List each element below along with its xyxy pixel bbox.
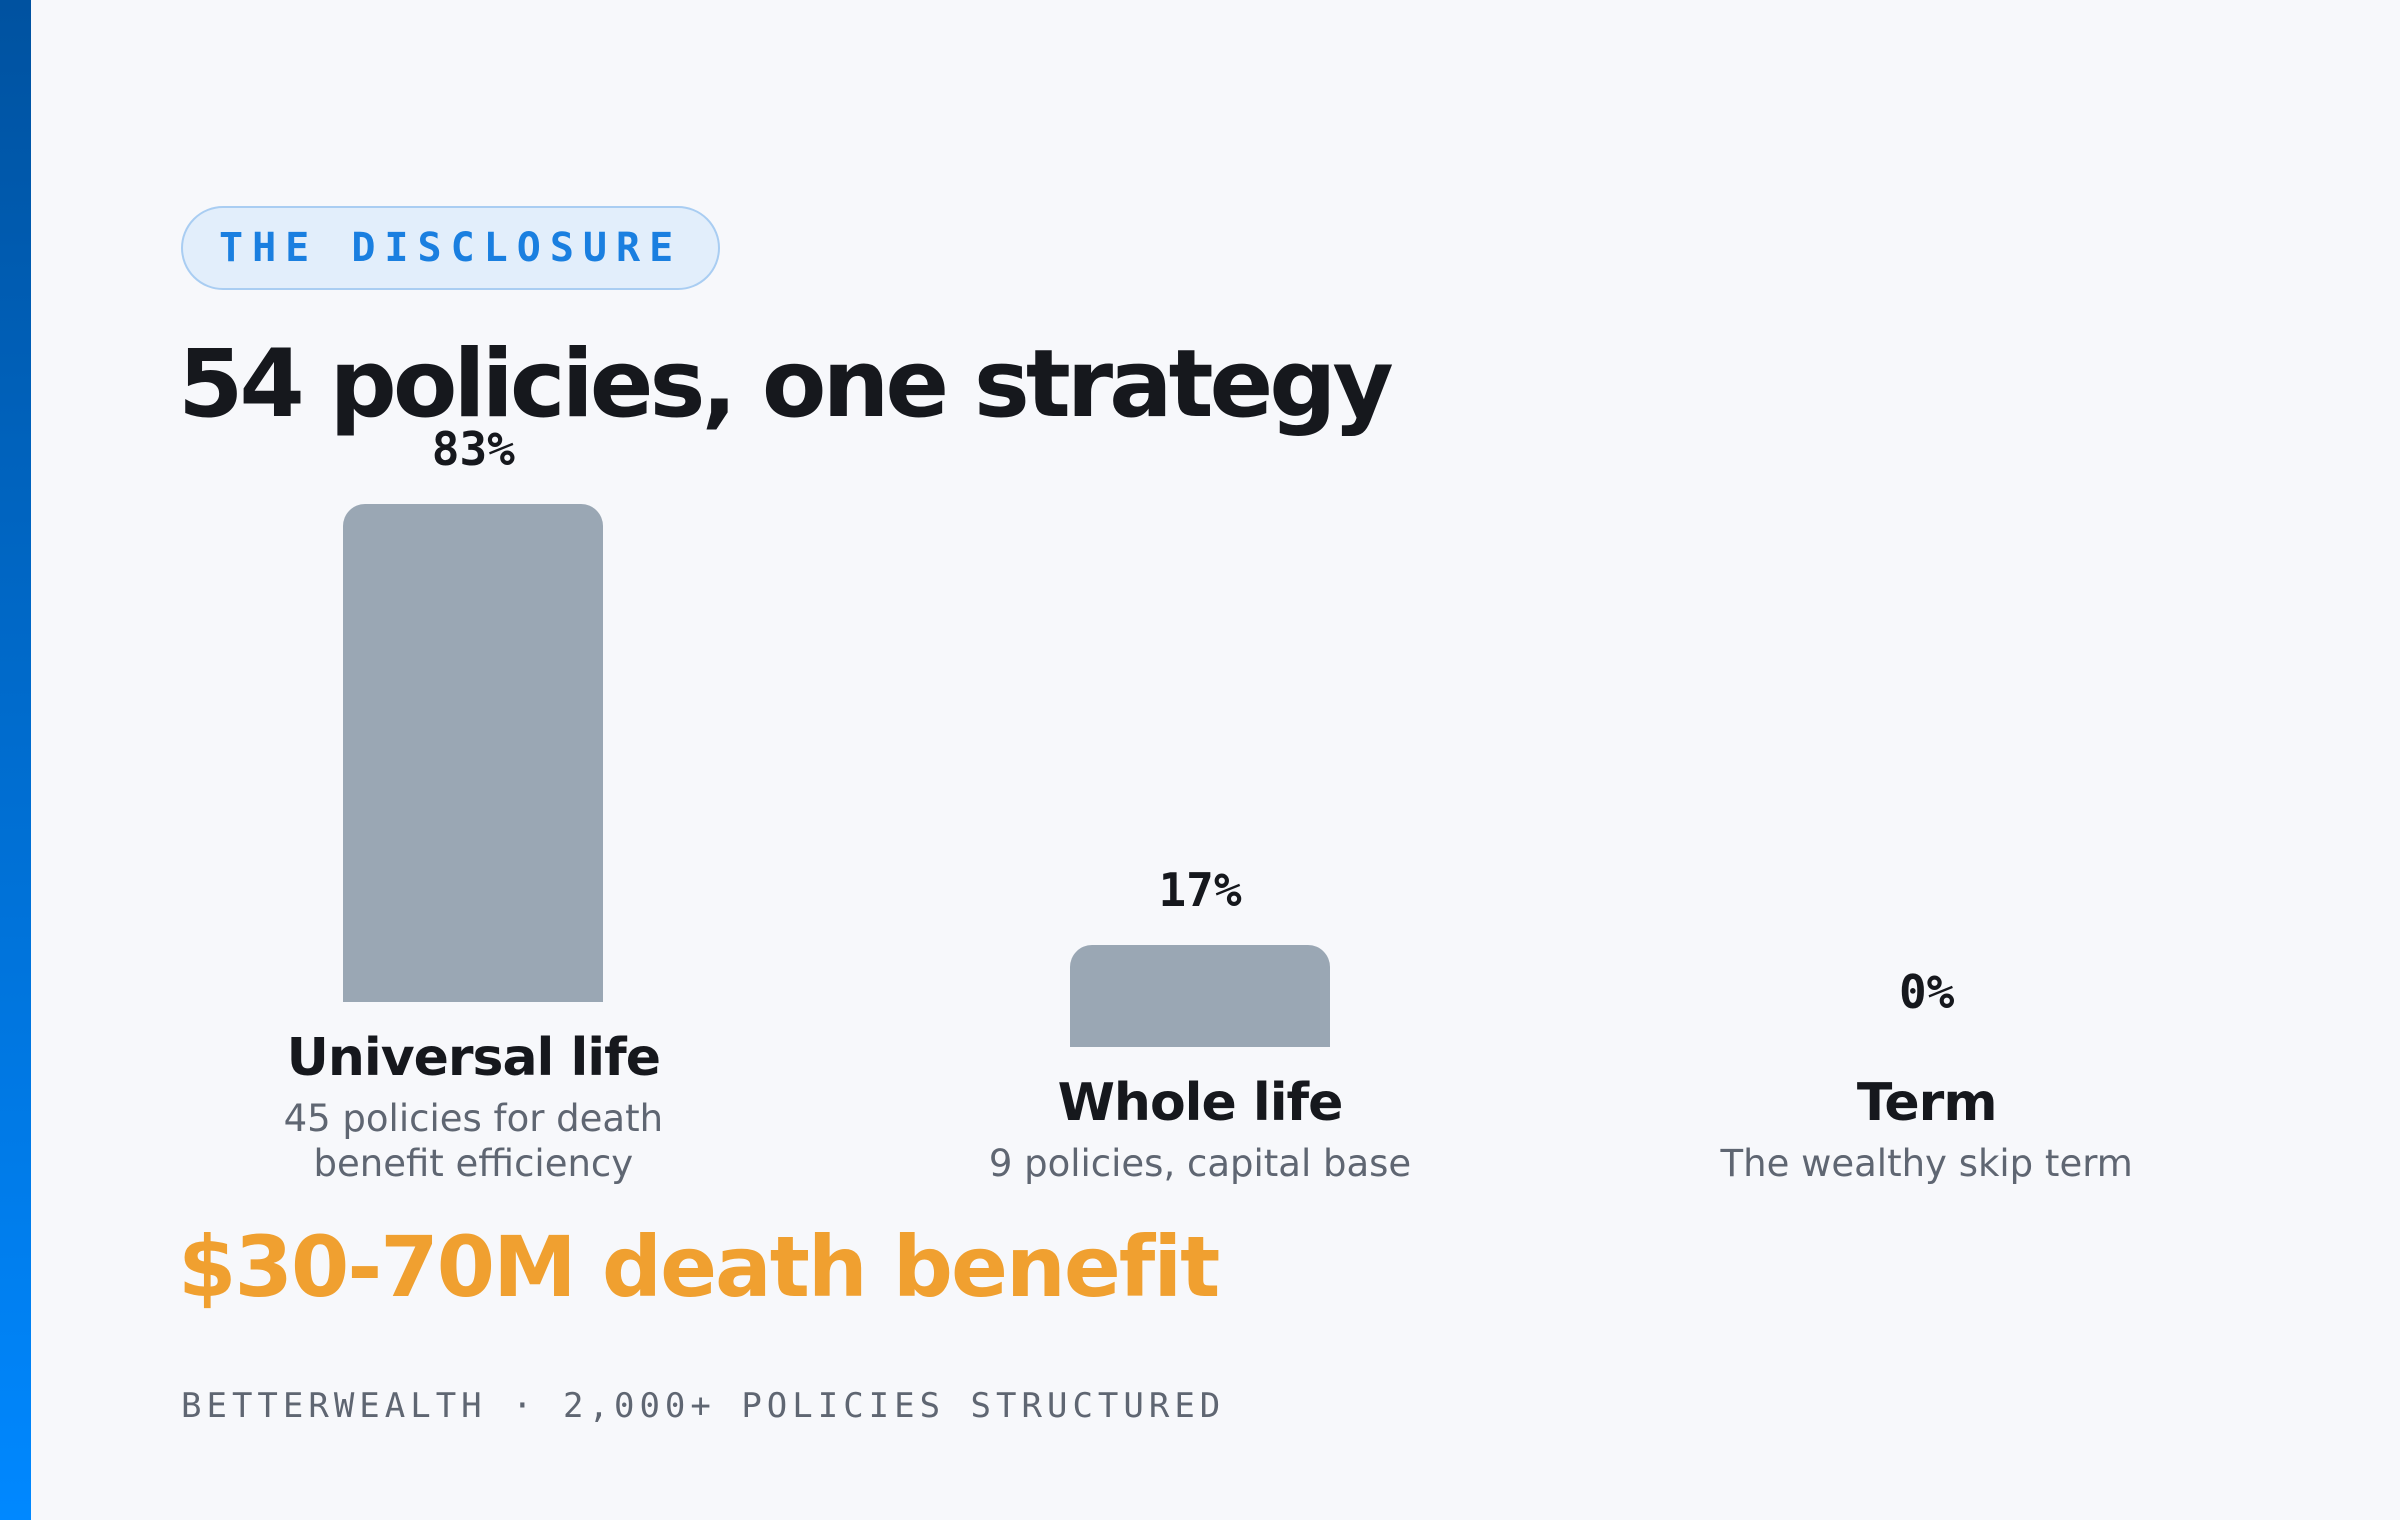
bar-column: 83% Universal life 45 policies for death b… <box>110 422 837 1186</box>
chart: 83% Universal life 45 policies for death b… <box>110 422 2290 1186</box>
eyebrow-tag: THE DISCLOSURE <box>181 206 721 290</box>
value-label: 83% <box>431 421 515 476</box>
category-description: 45 policies for death benefit efficiency <box>283 1096 664 1185</box>
category-label: Term <box>1856 1072 1998 1133</box>
category-label: Whole life <box>1057 1072 1344 1133</box>
highlight: $30-70M death benefit <box>178 1218 1220 1316</box>
value-label: 0% <box>1898 964 1955 1019</box>
accent-stripe <box>0 0 31 1520</box>
bar <box>343 503 604 1002</box>
value-label: 17% <box>1158 862 1242 917</box>
bar <box>1070 944 1330 1047</box>
category-description: The wealthy skip term <box>1720 1141 2133 1185</box>
bar-column: 17% Whole life 9 policies, capital base <box>837 863 1564 1186</box>
category-description: 9 policies, capital base <box>988 1141 1412 1185</box>
footer: BETTERWEALTH · 2,000+ POLICIES STRUCTURE… <box>181 1386 1226 1426</box>
bar-column: 0% Term The wealthy skip term <box>1563 965 2290 1186</box>
category-label: Universal life <box>286 1027 661 1088</box>
chart-title: 54 policies, one strategy <box>178 330 1394 439</box>
